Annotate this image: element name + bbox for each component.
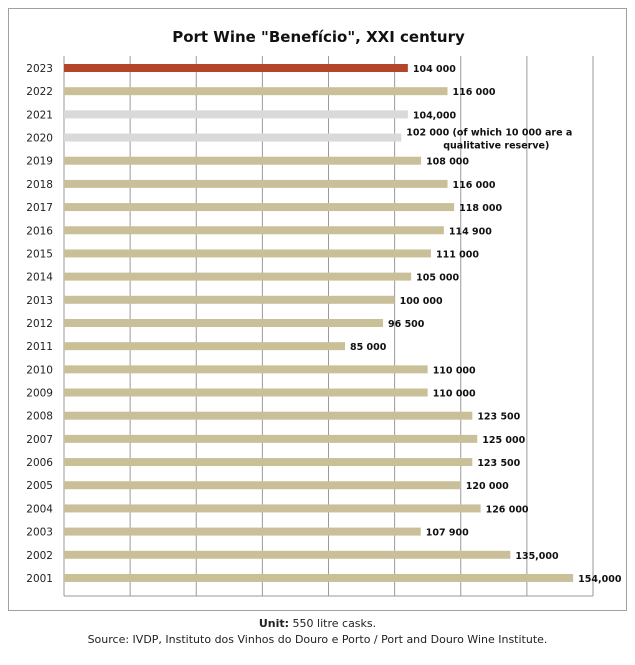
bar	[64, 388, 428, 397]
data-label: 110 000	[433, 389, 476, 400]
bar	[64, 481, 461, 490]
data-label: 108 000	[426, 157, 469, 168]
category-label: 2010	[26, 364, 53, 376]
category-label: 2012	[26, 318, 53, 330]
bar	[64, 458, 473, 467]
data-label: 102 000 (of which 10 000 are a qualitativ…	[406, 128, 572, 152]
category-label: 2009	[26, 388, 53, 400]
data-label: 126 000	[486, 504, 529, 515]
category-label: 2003	[26, 527, 53, 539]
bar	[64, 527, 421, 536]
data-label: 114 900	[449, 226, 492, 237]
data-label: 105 000	[416, 273, 459, 284]
data-label: 107 900	[426, 528, 469, 539]
category-label: 2015	[26, 248, 53, 260]
data-label: 154,000	[578, 574, 622, 585]
bar	[64, 318, 384, 327]
unit-text: 550 litre casks.	[289, 617, 377, 630]
bar	[64, 203, 455, 212]
data-label: 96 500	[388, 319, 425, 330]
bar	[64, 272, 412, 281]
data-label: 116 000	[453, 87, 496, 98]
bar	[64, 573, 574, 582]
data-label: 104,000	[413, 110, 457, 121]
data-label: 135,000	[515, 551, 559, 562]
unit-label: Unit:	[258, 617, 290, 630]
data-label: 125 000	[482, 435, 525, 446]
bar	[64, 411, 473, 420]
category-label: 2021	[26, 109, 53, 121]
category-label: 2018	[26, 179, 53, 191]
data-label: 104 000	[413, 64, 456, 75]
data-label: 120 000	[466, 481, 509, 492]
unit-note: Unit: 550 litre casks.	[0, 617, 635, 630]
bar	[64, 226, 444, 235]
category-label: 2011	[26, 341, 53, 353]
data-label: 110 000	[433, 365, 476, 376]
category-label: 2006	[26, 457, 53, 469]
chart-title: Port Wine "Benefício", XXI century	[172, 28, 465, 46]
category-label: 2002	[26, 550, 53, 562]
data-label: 118 000	[459, 203, 502, 214]
category-label: 2017	[26, 202, 53, 214]
data-label: 116 000	[453, 180, 496, 191]
category-label: 2019	[26, 156, 53, 168]
bar	[64, 342, 346, 351]
category-label: 2008	[26, 411, 53, 423]
category-label: 2013	[26, 295, 53, 307]
category-label: 2004	[26, 503, 53, 515]
bar	[64, 87, 448, 96]
category-label: 2020	[26, 133, 53, 145]
bar	[64, 110, 408, 119]
data-label: 123 500	[477, 412, 520, 423]
data-label: 100 000	[400, 296, 443, 307]
bar-chart: Port Wine "Benefício", XXI century 2023 10…	[26, 28, 622, 597]
bar	[64, 504, 481, 513]
source-note: Source: IVDP, Instituto dos Vinhos do Do…	[87, 633, 548, 646]
category-label: 2023	[26, 63, 53, 75]
category-label: 2022	[26, 86, 53, 98]
category-label: 2005	[26, 480, 53, 492]
data-label: 111 000	[436, 249, 479, 260]
bar	[64, 295, 395, 304]
bar	[64, 156, 422, 165]
data-label: 123 500	[477, 458, 520, 469]
bar	[64, 249, 431, 258]
category-label: 2016	[26, 225, 53, 237]
bar	[64, 133, 402, 142]
category-label: 2007	[26, 434, 53, 446]
chart-frame: Port Wine "Benefício", XXI century 2023 10…	[8, 8, 627, 611]
bar	[64, 365, 428, 374]
bar	[64, 64, 408, 72]
bar	[64, 179, 448, 188]
bar	[64, 550, 511, 559]
category-label: 2001	[26, 573, 53, 585]
category-label: 2014	[26, 272, 53, 284]
bar	[64, 434, 478, 443]
data-label: 85 000	[350, 342, 387, 353]
